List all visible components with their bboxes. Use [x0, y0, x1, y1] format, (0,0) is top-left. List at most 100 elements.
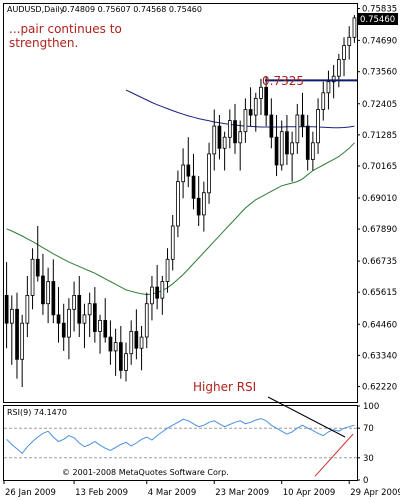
candle-body — [67, 308, 71, 338]
x-tick-label: 10 Apr 2009 — [283, 488, 336, 498]
candle — [108, 320, 113, 365]
candle-body — [150, 286, 154, 305]
candle — [113, 328, 118, 376]
candle — [207, 142, 211, 204]
candle — [212, 109, 217, 171]
candle — [134, 309, 139, 360]
price-y-tick-label: 0.71285 — [362, 131, 397, 141]
rsi-pointer-line — [267, 396, 346, 438]
candle — [217, 115, 222, 160]
candle-body — [238, 131, 243, 144]
candle — [93, 287, 97, 343]
candle-body — [165, 258, 170, 282]
candle-body — [113, 342, 118, 352]
candle — [46, 267, 51, 324]
candle — [30, 248, 35, 310]
candle — [274, 115, 279, 177]
price-y-tick-label: 0.62220 — [362, 382, 397, 392]
ohlc-label: 0.74809 0.75607 0.74568 0.75460 — [62, 5, 202, 14]
candle — [150, 275, 154, 321]
rsi-y-tick-label: 0 — [363, 476, 368, 486]
candle — [82, 303, 87, 349]
candle — [72, 281, 76, 332]
candle — [233, 103, 237, 154]
candle-body — [9, 308, 14, 324]
candle — [279, 120, 284, 171]
candle-body — [144, 303, 149, 338]
rsi-label: RSI(9) 74.1470 — [7, 408, 67, 417]
candle-body — [181, 164, 185, 183]
price-overlay: 0.75460 — [265, 12, 398, 82]
candle — [51, 259, 56, 324]
copyright-text: © 2001-2008 MetaQuotes Software Corp. — [62, 468, 229, 477]
level-label: 0.7325 — [262, 74, 304, 88]
candle-body — [300, 114, 305, 127]
candle-body — [72, 294, 76, 310]
price-annotation: ...pair continues to strengthen. — [9, 22, 122, 50]
candle-body — [170, 225, 175, 260]
candle — [155, 264, 159, 310]
candle — [165, 248, 170, 293]
candle-body — [274, 136, 279, 166]
candle — [238, 120, 243, 171]
candle-body — [191, 175, 196, 199]
price-y-tick-label: 0.67890 — [362, 225, 397, 235]
candle-body — [160, 281, 165, 299]
candle-body — [93, 303, 97, 332]
price-y-tick-label: 0.73560 — [362, 68, 397, 78]
candle — [61, 303, 66, 351]
candle — [98, 314, 102, 354]
x-tick-label: 23 Mar 2009 — [215, 488, 269, 498]
candle-body — [295, 114, 300, 144]
candle — [87, 292, 92, 338]
candle — [316, 98, 320, 154]
candle — [290, 131, 295, 182]
candle-body — [259, 86, 263, 99]
candle-body — [331, 75, 336, 83]
candle-body — [207, 153, 211, 194]
rsi-y-tick-label: 30 — [363, 454, 374, 464]
price-y-tick-label: 0.74690 — [362, 36, 397, 46]
candle-body — [233, 120, 237, 144]
candle — [336, 53, 341, 88]
candle — [186, 137, 191, 188]
candle-body — [176, 181, 180, 227]
candle — [331, 65, 336, 99]
candle-body — [4, 294, 9, 324]
candle — [20, 314, 25, 388]
candle-body — [119, 342, 123, 371]
moving-average-2 — [6, 142, 355, 296]
price-y-tick-label: 0.69010 — [362, 194, 397, 204]
candle-body — [82, 314, 87, 324]
candle — [170, 214, 175, 271]
candle-body — [222, 136, 227, 149]
x-tick-label: 26 Jan 2009 — [5, 488, 56, 498]
candle-body — [316, 109, 320, 144]
rsi-line — [6, 418, 355, 455]
candle-body — [347, 36, 352, 46]
candle-body — [30, 258, 35, 296]
candle-body — [41, 275, 45, 305]
candle-body — [290, 142, 295, 155]
rsi-panel-frame — [3, 405, 358, 481]
candle-body — [98, 319, 102, 332]
candle — [259, 78, 263, 116]
candle — [305, 115, 310, 171]
candle-body — [139, 336, 144, 349]
candle — [56, 287, 61, 343]
candle — [285, 115, 289, 165]
candle — [300, 92, 305, 138]
candle — [176, 170, 180, 238]
candle-body — [217, 125, 222, 149]
candle — [321, 81, 326, 121]
x-tick-label: 4 Mar 2009 — [148, 488, 196, 498]
candle-body — [321, 92, 326, 110]
candle — [269, 98, 274, 149]
last-price-label: 0.75460 — [360, 15, 395, 25]
candle-body — [285, 131, 289, 155]
candle-body — [129, 331, 134, 355]
candle — [129, 320, 134, 365]
candle-body — [212, 125, 217, 155]
candle-body — [243, 109, 248, 133]
candle — [342, 37, 346, 77]
